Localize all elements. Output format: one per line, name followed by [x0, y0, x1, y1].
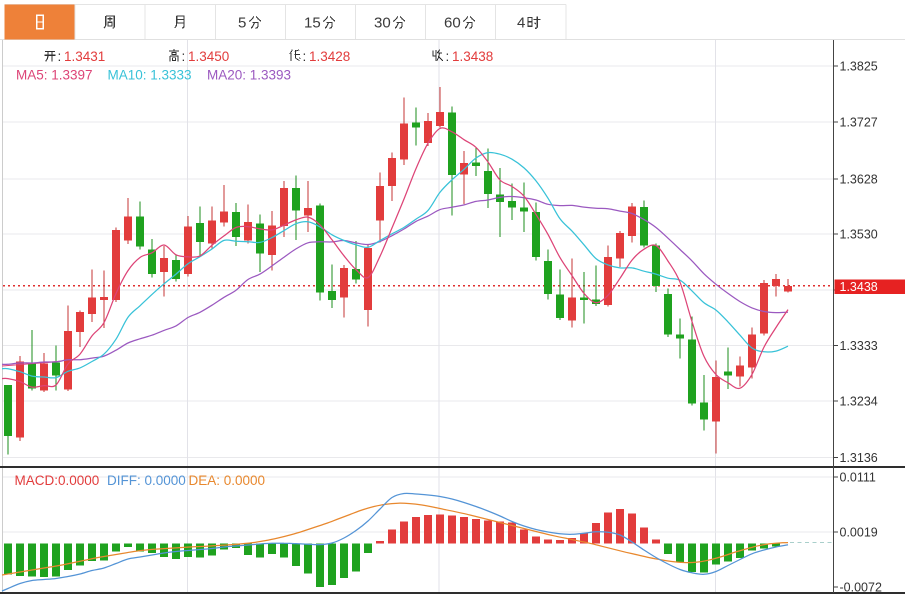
svg-text:1.3234: 1.3234 [840, 395, 878, 409]
svg-text:1.3333: 1.3333 [840, 339, 878, 353]
svg-text:15: 15 [304, 15, 321, 32]
svg-text::: : [446, 49, 450, 64]
svg-text:1.3450: 1.3450 [188, 49, 229, 64]
svg-text:1.3438: 1.3438 [840, 280, 878, 294]
svg-text:DIFF: 0.0000: DIFF: 0.0000 [107, 473, 186, 488]
svg-text:5: 5 [238, 15, 246, 32]
svg-text:1.3530: 1.3530 [840, 228, 878, 242]
svg-text:1.3431: 1.3431 [64, 49, 105, 64]
svg-text::: : [182, 49, 186, 64]
svg-text:1.3136: 1.3136 [840, 451, 878, 465]
svg-text:1.3727: 1.3727 [840, 116, 878, 130]
svg-text:1.3428: 1.3428 [309, 49, 350, 64]
svg-text:60: 60 [444, 15, 461, 32]
svg-text:4: 4 [517, 15, 525, 32]
svg-text:1.3628: 1.3628 [840, 173, 878, 187]
svg-text:0.0019: 0.0019 [840, 526, 878, 540]
svg-text:MA20: 1.3393: MA20: 1.3393 [207, 68, 291, 83]
svg-text:DEA: 0.0000: DEA: 0.0000 [189, 473, 266, 488]
svg-text:30: 30 [374, 15, 391, 32]
svg-text:0.0111: 0.0111 [840, 471, 876, 485]
svg-text::: : [58, 49, 62, 64]
svg-text:1.3825: 1.3825 [840, 60, 878, 74]
svg-text:MACD:0.0000: MACD:0.0000 [15, 473, 100, 488]
svg-text::: : [303, 49, 307, 64]
svg-text:MA10: 1.3333: MA10: 1.3333 [108, 68, 192, 83]
svg-text:-0.0072: -0.0072 [840, 581, 882, 595]
svg-text:1.3438: 1.3438 [452, 49, 493, 64]
svg-text:MA5: 1.3397: MA5: 1.3397 [16, 68, 93, 83]
